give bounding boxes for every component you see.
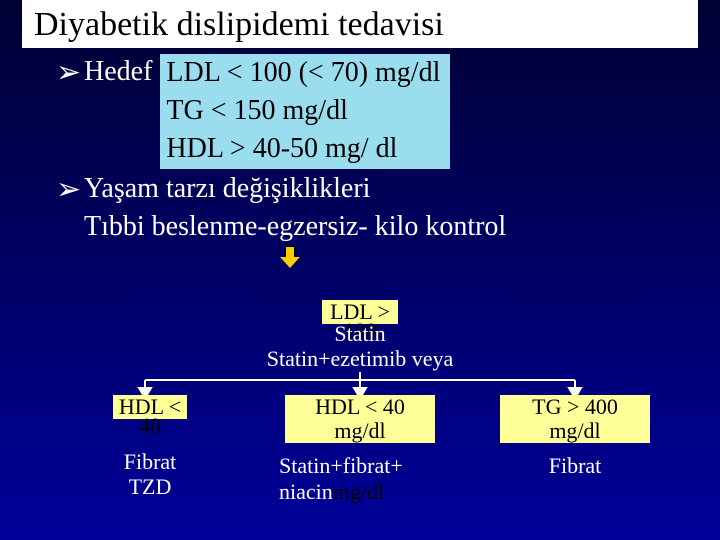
col3-box: TG > 400 mg/dl [500,395,650,443]
statin-line2: Statin+ezetimib veya [240,347,480,372]
col1-under: 40 [80,413,220,439]
col1-treatment: Fibrat TZD [80,449,220,500]
col2-box-l1: HDL < 40 [291,395,429,419]
target-ldl: LDL < 100 (< 70) mg/dl [166,54,440,92]
statin-line1: Statin [240,322,480,347]
col-tg-high: TG > 400 mg/dl Fibrat [500,395,650,479]
col3-box-l2: mg/dl [506,419,644,443]
col2-box-l2: mg/dl [291,419,429,443]
bullet-icon: ➢ [56,171,84,209]
col2-box: HDL < 40 mg/dl [285,395,435,443]
slide-title: Diyabetik dislipidemi tedavisi [22,0,698,48]
col3-treat-l1: Fibrat [500,453,650,478]
statin-text: Statin Statin+ezetimib veya [240,322,480,371]
bullet-icon: ➢ [56,54,84,169]
col2-treatment: Statin+fibrat+ niacinmg/dl [279,453,435,504]
arrow-down-icon [280,246,300,268]
col-hdl-mid: HDL < 40 mg/dl Statin+fibrat+ niacinmg/d… [285,395,435,504]
lifestyle-line2: Tıbbi beslenme-egzersiz- kilo kontrol [84,209,720,244]
col1-treat-l2: TZD [80,474,220,499]
col3-box-l1: TG > 400 [506,395,644,419]
targets-block: ➢ Hedef LDL < 100 (< 70) mg/dl TG < 150 … [56,54,680,169]
col1-treat-l1: Fibrat [80,449,220,474]
target-hdl: HDL > 40-50 mg/ dl [166,130,440,168]
lifestyle-line1: Yaşam tarzı değişiklikleri [84,171,370,209]
col-hdl-low: HDL < 40 Fibrat TZD [80,395,220,500]
lifestyle-bullet: ➢ Yaşam tarzı değişiklikleri [56,171,680,209]
target-label: Hedef [84,54,160,169]
col2-treat-l2: niacinmg/dl [279,479,435,504]
target-values-box: LDL < 100 (< 70) mg/dl TG < 150 mg/dl HD… [160,54,450,169]
col2-treat-l1: Statin+fibrat+ [279,453,435,478]
target-tg: TG < 150 mg/dl [166,92,440,130]
col3-treatment: Fibrat [500,453,650,478]
